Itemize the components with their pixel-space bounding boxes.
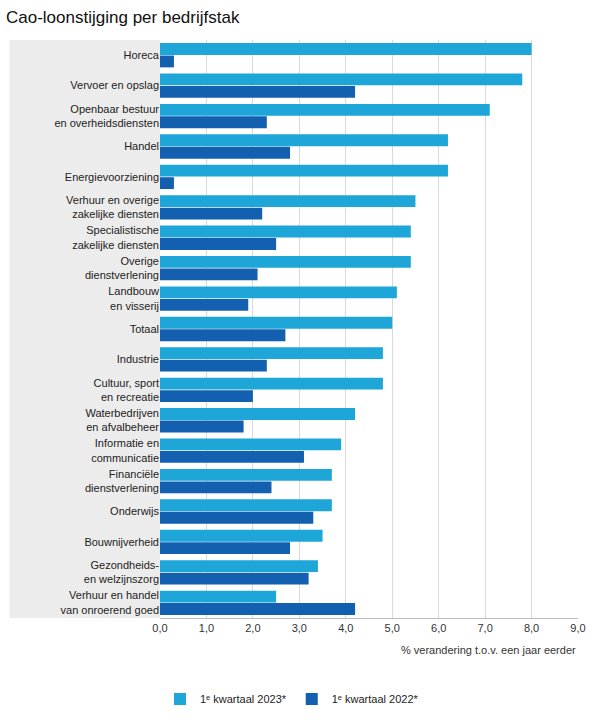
svg-text:Horeca: Horeca <box>124 49 160 61</box>
svg-text:Waterbedrijvenen afvalbeheer: Waterbedrijvenen afvalbeheer <box>85 407 159 433</box>
svg-text:1ᵉ kwartaal 2022*: 1ᵉ kwartaal 2022* <box>332 693 419 705</box>
svg-text:Specialistischezakelijke diens: Specialistischezakelijke diensten <box>72 224 159 250</box>
svg-text:Openbaar bestuuren overheidsdi: Openbaar bestuuren overheidsdiensten <box>54 103 159 129</box>
svg-text:Verhuur en handelvan onroerend: Verhuur en handelvan onroerend goed <box>61 589 159 615</box>
svg-text:Vervoer en opslag: Vervoer en opslag <box>70 79 159 91</box>
svg-text:6,0: 6,0 <box>431 622 446 634</box>
svg-text:0,0: 0,0 <box>152 622 167 634</box>
svg-text:7,0: 7,0 <box>477 622 492 634</box>
svg-text:Landbouwen visserij: Landbouwen visserij <box>108 285 159 311</box>
svg-text:8,0: 8,0 <box>524 622 539 634</box>
svg-text:% verandering t.o.v. een jaar: % verandering t.o.v. een jaar eerder <box>401 644 576 656</box>
svg-text:Gezondheids-en welzijnszorg: Gezondheids-en welzijnszorg <box>84 559 160 585</box>
svg-text:Totaal: Totaal <box>130 323 159 335</box>
svg-text:Cao-loonstijging per bedrijfst: Cao-loonstijging per bedrijfstak <box>6 8 240 27</box>
svg-text:Verhuur en overigezakelijke di: Verhuur en overigezakelijke diensten <box>66 194 159 220</box>
svg-text:Energievoorziening: Energievoorziening <box>65 171 159 183</box>
svg-text:Informatie encommunicatie: Informatie encommunicatie <box>91 437 159 463</box>
svg-text:Financiëledienstverlening: Financiëledienstverlening <box>85 468 159 494</box>
svg-text:Cultuur, sporten recreatie: Cultuur, sporten recreatie <box>94 377 159 403</box>
svg-text:Onderwijs: Onderwijs <box>110 505 159 517</box>
svg-text:Industrie: Industrie <box>117 353 159 365</box>
svg-text:2,0: 2,0 <box>245 622 260 634</box>
svg-text:4,0: 4,0 <box>338 622 353 634</box>
svg-text:9,0: 9,0 <box>570 622 585 634</box>
svg-text:1,0: 1,0 <box>199 622 214 634</box>
svg-text:1ᵉ kwartaal 2023*: 1ᵉ kwartaal 2023* <box>200 693 287 705</box>
svg-text:Overigedienstverlening: Overigedienstverlening <box>85 255 159 281</box>
svg-text:5,0: 5,0 <box>385 622 400 634</box>
svg-text:Handel: Handel <box>124 140 159 152</box>
svg-text:3,0: 3,0 <box>292 622 307 634</box>
svg-text:Bouwnijverheid: Bouwnijverheid <box>84 536 159 548</box>
